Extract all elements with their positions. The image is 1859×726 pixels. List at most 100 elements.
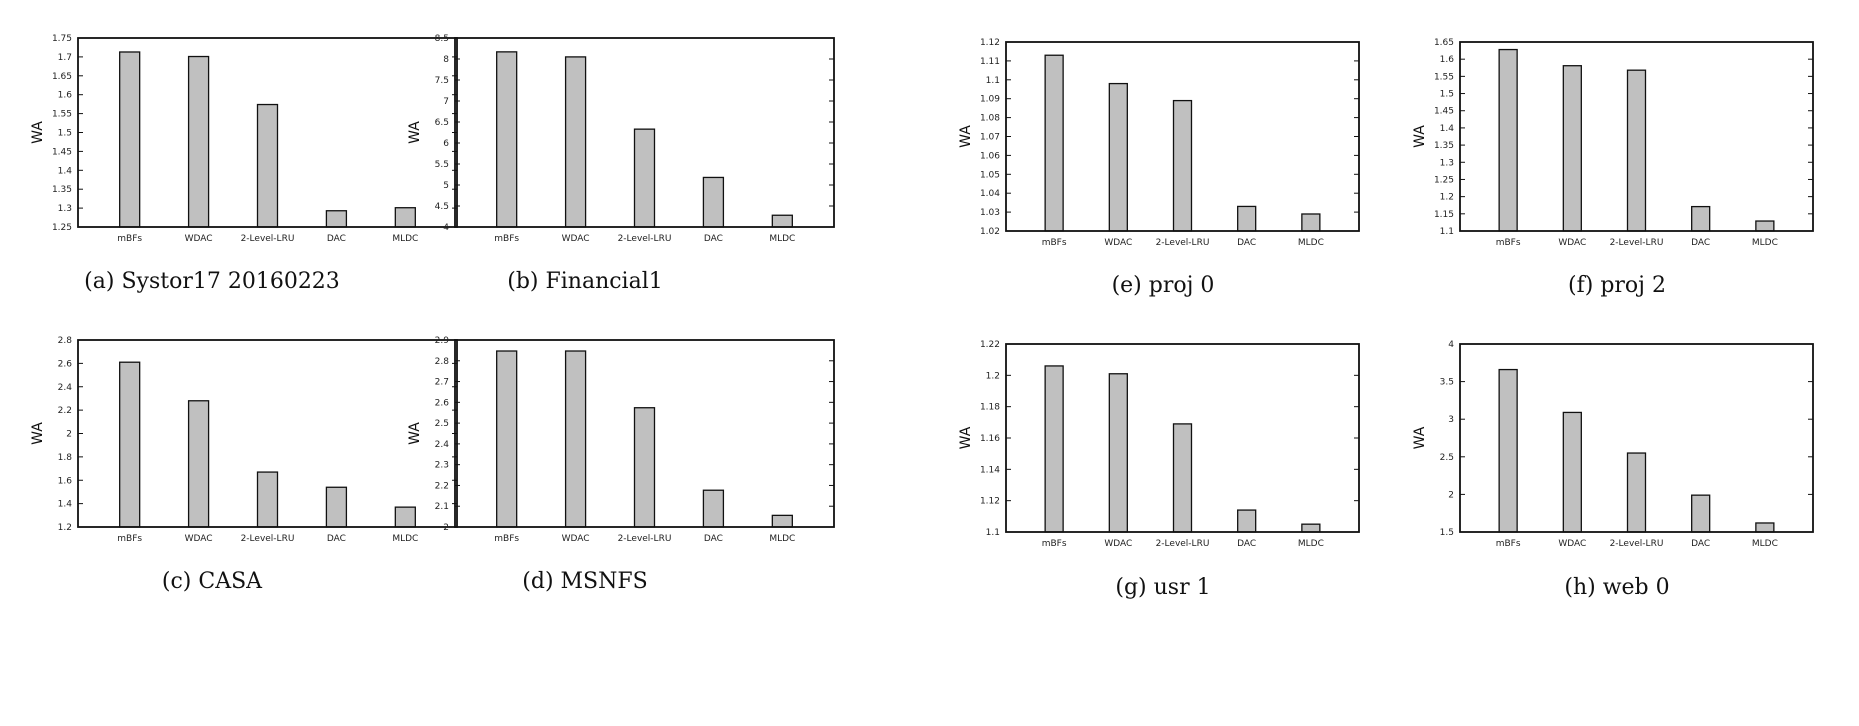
bar-2-level-lru [256,471,279,528]
y-tick-label: 7 [443,97,449,107]
y-tick-label: 2.8 [58,336,73,346]
y-tick-label: 2 [1448,490,1454,500]
bar-mldc [771,514,793,528]
bar-mbfs [1498,368,1518,533]
y-tick-label: 2.3 [435,461,449,471]
x-tick-label: 2-Level-LRU [1610,238,1664,248]
y-tick-label: 1.05 [980,170,1000,180]
bar-mbfs [1044,54,1064,232]
y-tick-label: 1.11 [980,57,1000,67]
bar-dac [1237,205,1257,232]
chart-caption: (g) usr 1 [1115,575,1210,600]
bar-dac [325,486,348,528]
y-tick-label: 2.4 [435,440,450,450]
bar-mbfs [1498,48,1518,232]
y-tick-label: 1.65 [1434,38,1454,48]
chart-caption: (b) Financial1 [507,269,663,294]
bar-wdac [1108,373,1128,533]
x-tick-label: mBFs [1496,539,1521,549]
y-tick-label: 1.1 [986,528,1000,538]
x-tick-label: mBFs [494,534,519,544]
y-tick-label: 1.7 [58,53,72,63]
chart-caption: (d) MSNFS [522,569,647,594]
y-tick-label: 1.22 [980,340,1000,350]
y-tick-label: 1.5 [1440,528,1454,538]
y-tick-label: 1.16 [980,434,1000,444]
bar-2-level-lru [1626,452,1647,533]
x-tick-label: DAC [704,534,723,544]
bar-wdac [564,350,587,528]
y-tick-label: 1.55 [52,110,72,120]
x-tick-label: WDAC [562,234,590,244]
y-tick-label: 4.5 [435,202,449,212]
y-tick-label: 1.45 [52,147,72,157]
chart-caption: (f) proj 2 [1568,273,1666,298]
x-tick-label: mBFs [117,234,142,244]
y-tick-label: 3 [1448,415,1454,425]
y-tick-label: 1.1 [986,76,1000,86]
x-tick-label: DAC [704,234,723,244]
bar-2-level-lru [1626,69,1647,232]
y-axis-label: WA [1412,426,1428,449]
plot-frame [454,37,835,228]
bar-2-level-lru [1172,423,1193,533]
y-tick-label: 2.7 [435,378,449,388]
bar-wdac [1108,82,1128,232]
y-tick-label: 5.5 [435,160,449,170]
y-tick-label: 2.8 [435,357,450,367]
bar-mldc [394,207,416,228]
y-tick-label: 1.06 [980,151,1000,161]
y-tick-label: 2.4 [58,383,73,393]
x-tick-label: MLDC [1298,539,1324,549]
y-axis-label: WA [958,426,974,449]
y-tick-label: 1.3 [58,204,72,214]
chart-caption: (a) Systor17 20160223 [84,269,340,294]
y-tick-label: 1.14 [980,465,1000,475]
y-tick-label: 1.02 [980,227,1000,237]
chart-f: mBFs WDAC 2-Level-LRU DAC MLDC 1.1 1.15 1.2 1.25… [1412,38,1814,298]
chart-a: mBFs WDAC 2-Level-LRU DAC MLDC 1.25 1.3 1.35 1.4… [30,34,458,294]
y-tick-label: 1.04 [980,189,1000,199]
y-tick-label: 6 [443,139,449,149]
y-tick-label: 4 [1448,340,1454,350]
y-tick-label: 1.4 [58,500,73,510]
x-tick-label: MLDC [769,234,795,244]
x-tick-label: MLDC [769,534,795,544]
x-tick-label: 2-Level-LRU [618,534,672,544]
y-tick-label: 1.45 [1434,107,1454,117]
chart-caption: (c) CASA [162,569,263,594]
bar-mbfs [496,350,518,528]
y-tick-label: 1.4 [1440,124,1455,134]
bar-dac [702,489,725,528]
y-tick-label: 1.35 [52,185,72,195]
chart-d: mBFs WDAC 2-Level-LRU DAC MLDC 2 2.1 2.2 2.3 2.4 2… [407,336,835,594]
y-tick-label: 2.5 [435,419,449,429]
bar-dac [1237,509,1257,533]
bar-mbfs [119,51,141,228]
x-tick-label: 2-Level-LRU [241,534,295,544]
x-tick-label: WDAC [185,234,213,244]
chart-c: mBFs WDAC 2-Level-LRU DAC MLDC 1.2 1.4 1.6 1.8 2 2… [30,336,458,594]
chart-b: mBFs WDAC 2-Level-LRU DAC MLDC 4 4.5 5 5.5 6 6.5 7 7… [407,34,835,294]
y-tick-label: 5 [443,181,449,191]
bar-2-level-lru [1172,99,1193,232]
plot-frame [1459,343,1814,533]
bar-dac [702,176,725,228]
bar-wdac [187,400,210,528]
bar-mldc [771,214,793,228]
y-tick-label: 1.12 [980,497,1000,507]
y-tick-label: 2.2 [435,481,449,491]
y-tick-label: 2.5 [1440,453,1454,463]
y-tick-label: 1.6 [58,91,73,101]
y-tick-label: 1.5 [1440,90,1454,100]
bar-mbfs [1044,365,1064,533]
bar-2-level-lru [633,128,656,228]
y-tick-label: 8 [443,55,449,65]
y-tick-label: 2 [443,523,449,533]
x-tick-label: 2-Level-LRU [618,234,672,244]
y-tick-label: 7.5 [435,76,449,86]
y-tick-label: 1.2 [986,371,1000,381]
y-tick-label: 1.5 [58,129,72,139]
x-tick-label: mBFs [117,534,142,544]
x-tick-label: 2-Level-LRU [1610,539,1664,549]
